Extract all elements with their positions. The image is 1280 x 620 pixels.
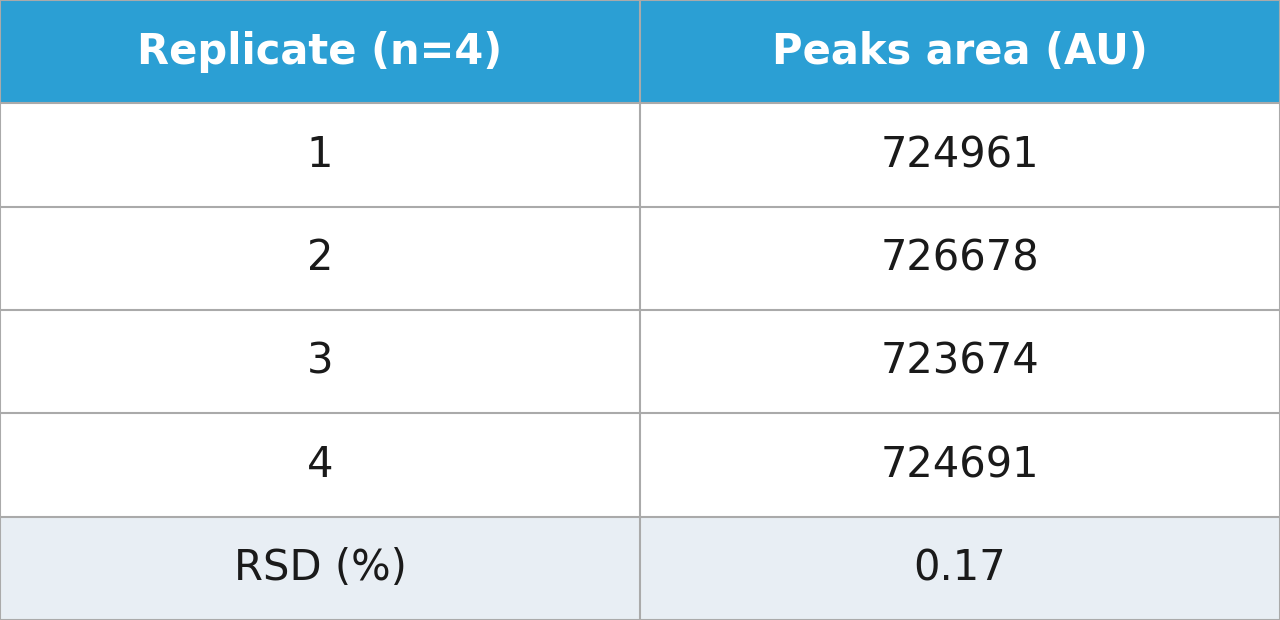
Text: 724961: 724961 xyxy=(881,134,1039,176)
Text: 1: 1 xyxy=(307,134,333,176)
Text: Replicate (n=4): Replicate (n=4) xyxy=(137,30,503,73)
Text: 0.17: 0.17 xyxy=(914,547,1006,590)
Text: 724691: 724691 xyxy=(881,444,1039,486)
Text: 4: 4 xyxy=(307,444,333,486)
Text: 723674: 723674 xyxy=(881,340,1039,383)
Text: Peaks area (AU): Peaks area (AU) xyxy=(772,30,1148,73)
Text: 3: 3 xyxy=(307,340,333,383)
Text: 726678: 726678 xyxy=(881,237,1039,280)
Text: 2: 2 xyxy=(307,237,333,280)
Text: RSD (%): RSD (%) xyxy=(233,547,407,590)
